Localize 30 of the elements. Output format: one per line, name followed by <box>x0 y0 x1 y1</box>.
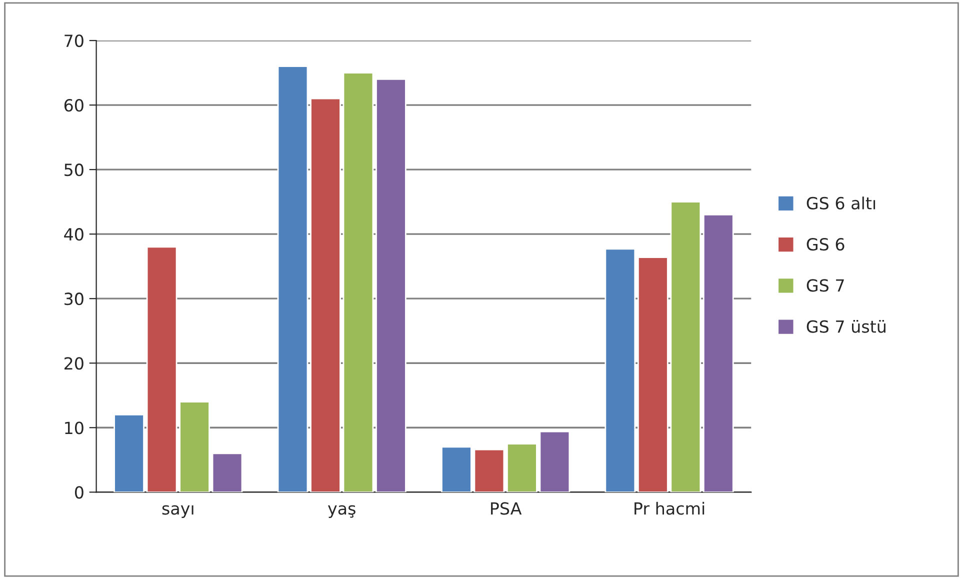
bar <box>146 246 178 492</box>
bar <box>604 248 636 492</box>
y-tick-label: 70 <box>64 34 84 48</box>
bar <box>277 66 308 492</box>
y-tick-label: 40 <box>64 228 84 241</box>
bar <box>212 452 243 492</box>
bar <box>310 98 341 492</box>
bar <box>474 448 505 492</box>
bar <box>342 72 374 492</box>
bar <box>441 446 472 492</box>
bar <box>506 443 538 492</box>
bar <box>179 401 210 492</box>
bar <box>702 214 734 492</box>
legend-label: GS 7 üstü <box>806 320 886 333</box>
y-tick-label: 60 <box>64 99 84 112</box>
x-tick-label: PSA <box>491 502 522 515</box>
bar <box>376 78 406 492</box>
y-tick-label: 10 <box>65 422 84 434</box>
legend-label: GS 6 altı <box>806 196 876 210</box>
x-tick-label: sayı <box>162 505 194 518</box>
y-tick-label: 50 <box>64 164 84 176</box>
y-tick-label: 20 <box>64 357 84 370</box>
legend-label: GS 7 <box>806 279 844 292</box>
bar <box>539 430 570 492</box>
y-tick-label: 0 <box>74 486 84 499</box>
x-tick-label: yaş <box>328 505 356 518</box>
bar <box>114 414 144 492</box>
y-tick-label: 30 <box>64 292 84 306</box>
legend-label: GS 6 <box>806 238 844 251</box>
x-tick-label: Pr hacmi <box>634 502 704 515</box>
